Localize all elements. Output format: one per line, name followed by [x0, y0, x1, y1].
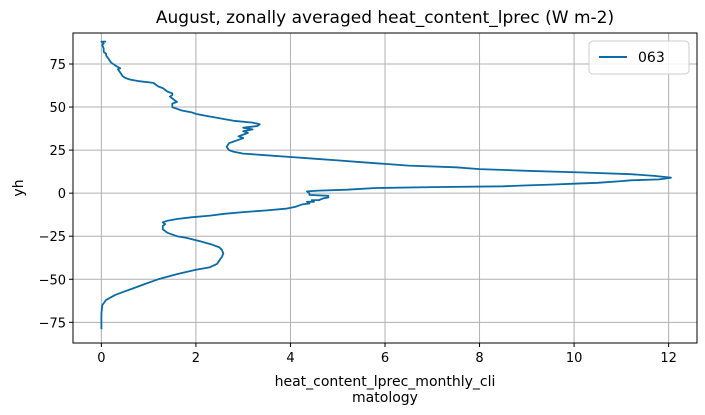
y-tick-label: 50	[49, 101, 66, 116]
y-axis-label: yh	[11, 179, 27, 196]
x-axis-label-line-2: matology	[352, 390, 418, 406]
y-tick-label: 0	[58, 187, 66, 202]
legend-label-063: 063	[638, 50, 665, 66]
y-tick-label: −25	[39, 230, 66, 245]
axis-ticks: 0 2 4 6 8 10 12 −75 −50 −25 0 25 50 75	[39, 58, 677, 366]
x-tick-label: 10	[566, 351, 583, 366]
x-tick-label: 0	[97, 351, 105, 366]
x-tick-label: 2	[192, 351, 200, 366]
y-tick-label: −50	[39, 273, 66, 288]
y-tick-label: 25	[49, 144, 66, 159]
x-axis-label-line-1: heat_content_lprec_monthly_cli	[275, 374, 496, 390]
legend: 063	[588, 40, 690, 75]
chart-title: August, zonally averaged heat_content_lp…	[156, 8, 614, 28]
plot-series	[100, 40, 672, 330]
y-tick-label: −75	[39, 316, 66, 331]
x-tick-label: 6	[381, 351, 389, 366]
x-tick-label: 12	[660, 351, 677, 366]
plot-frame	[72, 32, 698, 344]
x-tick-label: 4	[286, 351, 294, 366]
y-tick-label: 75	[49, 58, 66, 73]
x-tick-label: 8	[475, 351, 483, 366]
series-line-063	[100, 40, 672, 330]
legend-box	[588, 40, 690, 75]
